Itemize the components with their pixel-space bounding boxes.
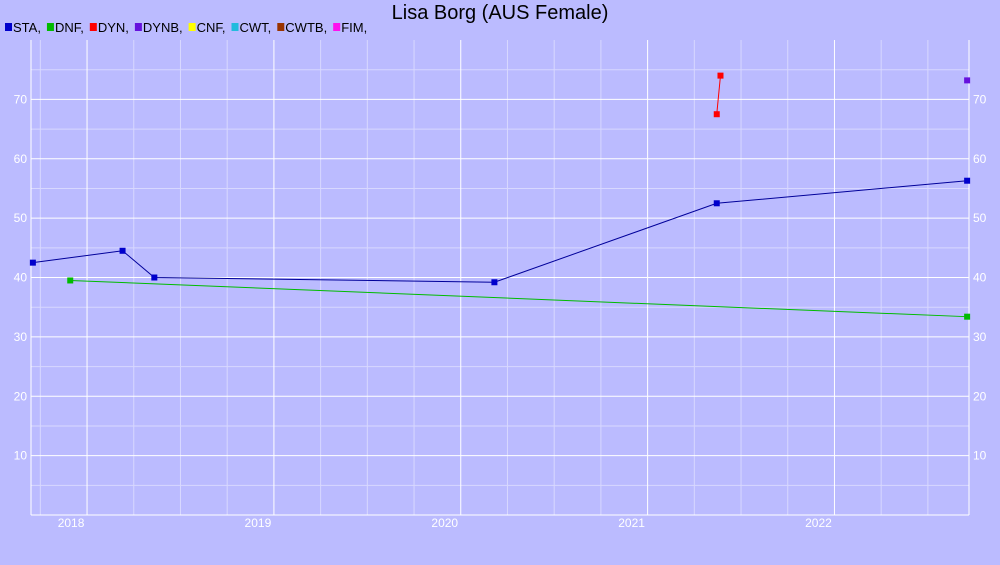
legend-item: CWTB, <box>277 20 327 35</box>
x-tick-label: 2022 <box>805 516 832 530</box>
y-tick-label-left: 40 <box>14 271 28 285</box>
legend-label: FIM, <box>341 20 367 35</box>
x-tick-label: 2018 <box>58 516 85 530</box>
data-point <box>713 200 720 207</box>
grid <box>31 40 969 515</box>
legend-label: STA, <box>13 20 41 35</box>
legend-swatch <box>46 23 54 31</box>
data-point <box>29 259 36 266</box>
legend-label: DYNB, <box>143 20 183 35</box>
legend-swatch <box>277 23 285 31</box>
axes <box>30 40 970 516</box>
legend-item: DNF, <box>46 20 84 35</box>
y-tick-label-left: 20 <box>14 389 28 403</box>
data-point <box>713 111 720 118</box>
y-tick-label-right: 20 <box>973 389 987 403</box>
chart-title: Lisa Borg (AUS Female) <box>392 2 609 24</box>
series <box>29 72 971 320</box>
x-tick-label: 2020 <box>431 516 458 530</box>
y-tick-label-left: 30 <box>14 330 28 344</box>
y-tick-label-right: 70 <box>973 92 987 106</box>
legend-swatch <box>5 23 12 31</box>
y-tick-label-left: 10 <box>14 449 28 463</box>
legend-swatch <box>333 23 341 31</box>
data-point <box>964 77 971 84</box>
legend-label: CWT, <box>240 20 272 35</box>
data-point <box>964 177 971 184</box>
legend-item: DYNB, <box>134 20 183 35</box>
y-tick-label-left: 50 <box>14 211 28 225</box>
y-tick-label-right: 60 <box>973 152 987 166</box>
data-point <box>717 72 724 79</box>
series-line-2 <box>716 75 721 115</box>
data-point <box>151 274 158 281</box>
legend-label: CWTB, <box>285 20 327 35</box>
y-tick-label-right: 50 <box>973 211 987 225</box>
legend-label: DNF, <box>55 20 84 35</box>
data-point <box>67 277 74 284</box>
y-tick-label-right: 30 <box>973 330 987 344</box>
legend: STA, DNF, DYN, DYNB, CNF, CWT, CWTB, FIM, <box>5 20 367 35</box>
y-tick-label-left: 60 <box>14 152 28 166</box>
legend-item: STA, <box>5 20 41 35</box>
legend-swatch <box>89 23 97 31</box>
legend-label: CNF, <box>197 20 226 35</box>
data-point <box>491 279 498 286</box>
legend-item: CNF, <box>188 20 226 35</box>
y-tick-label-right: 40 <box>973 271 987 285</box>
y-tick-label-right: 10 <box>973 449 987 463</box>
data-point <box>964 313 971 320</box>
data-point <box>119 247 126 254</box>
legend-swatch <box>134 23 142 31</box>
series-line-1 <box>70 279 968 318</box>
legend-swatch <box>188 23 196 31</box>
y-tick-label-left: 70 <box>14 92 28 106</box>
series-line-0 <box>32 180 968 283</box>
legend-item: CWT, <box>231 20 272 35</box>
legend-swatch <box>231 23 239 31</box>
legend-label: DYN, <box>98 20 129 35</box>
x-tick-label: 2021 <box>618 516 645 530</box>
legend-item: DYN, <box>89 20 129 35</box>
legend-item: FIM, <box>333 20 367 35</box>
x-tick-label: 2019 <box>245 516 272 530</box>
